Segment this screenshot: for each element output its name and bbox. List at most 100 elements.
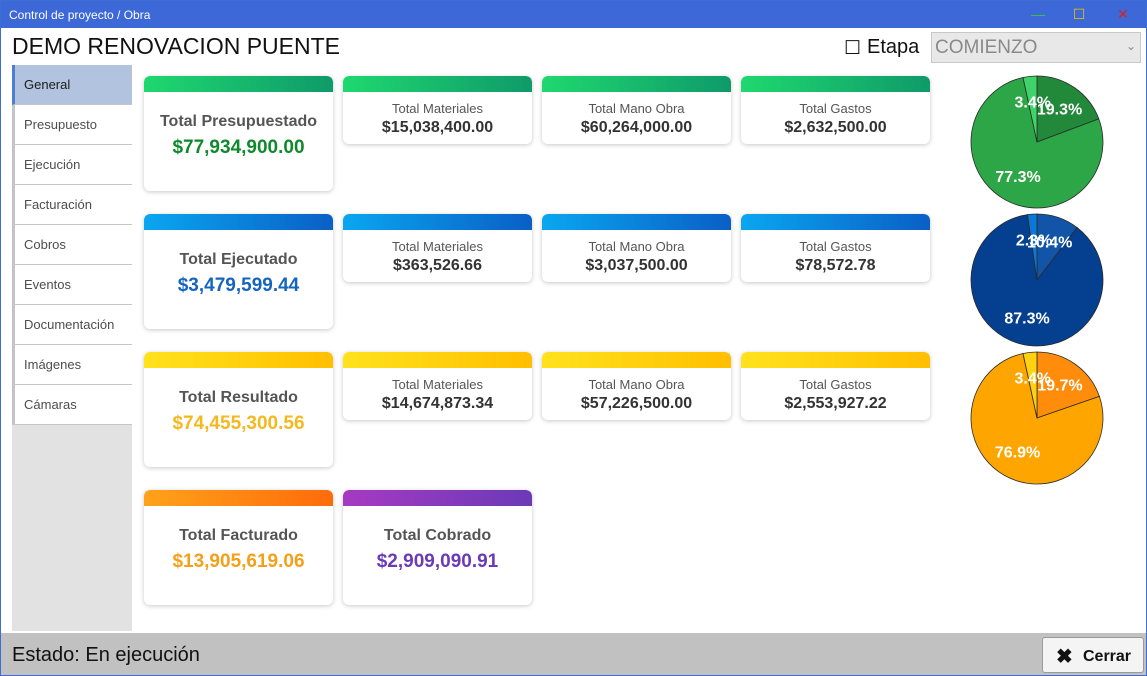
sidebar-item-general[interactable]: General (12, 65, 132, 105)
card-band (741, 214, 930, 230)
card-band (144, 490, 333, 506)
card-value: $15,038,400.00 (381, 119, 494, 136)
card-ejecutado-mano-obra: Total Mano Obra $3,037,500.00 (542, 214, 731, 282)
card-label: Total Presupuestado (159, 113, 318, 130)
card-value: $14,674,873.34 (381, 395, 494, 412)
card-presupuesto-materiales: Total Materiales $15,038,400.00 (343, 76, 532, 144)
pie-slice (1022, 351, 1038, 419)
sidebar-item-documentacion[interactable]: Documentación (12, 305, 132, 345)
card-total-cobrado: Total Cobrado $2,909,090.91 (343, 490, 532, 605)
card-value: $3,479,599.44 (177, 275, 300, 296)
pie-slice-label: 2.3% (1016, 233, 1052, 250)
card-ejecutado-gastos: Total Gastos $78,572.78 (741, 214, 930, 282)
card-band (343, 490, 532, 506)
card-label: Total Mano Obra (588, 101, 685, 116)
card-total-facturado: Total Facturado $13,905,619.06 (144, 490, 333, 605)
card-total-resultado: Total Resultado $74,455,300.56 (144, 352, 333, 467)
sidebar-item-presupuesto[interactable]: Presupuesto (12, 105, 132, 145)
card-band (542, 214, 731, 230)
card-band (741, 352, 930, 368)
status-text: Estado: En ejecución (12, 644, 200, 666)
card-band (741, 76, 930, 92)
card-label: Total Materiales (391, 377, 484, 392)
card-label: Total Materiales (391, 239, 484, 254)
card-label: Total Ejecutado (179, 251, 298, 268)
card-label: Total Gastos (799, 239, 872, 254)
card-value: $57,226,500.00 (580, 395, 693, 412)
title-bar: Control de proyecto / Obra — ☐ ✕ (1, 1, 1146, 28)
project-title: DEMO RENOVACION PUENTE (12, 33, 340, 59)
stage-select[interactable]: COMIENZO ⌄ (931, 32, 1141, 63)
stage-select-value: COMIENZO (935, 37, 1038, 58)
pie-slice-label: 76.9% (995, 445, 1040, 462)
card-label: Total Cobrado (383, 527, 492, 544)
card-band (542, 76, 731, 92)
close-button[interactable]: ✖ Cerrar (1042, 637, 1144, 673)
sidebar-item-ejecucion[interactable]: Ejecución (12, 145, 132, 185)
sidebar-item-facturacion[interactable]: Facturación (12, 185, 132, 225)
card-value: $3,037,500.00 (585, 257, 688, 274)
card-value: $2,632,500.00 (784, 119, 887, 136)
card-presupuesto-mano-obra: Total Mano Obra $60,264,000.00 (542, 76, 731, 144)
card-resultado-materiales: Total Materiales $14,674,873.34 (343, 352, 532, 420)
card-label: Total Gastos (799, 377, 872, 392)
sidebar-item-imagenes[interactable]: Imágenes (12, 345, 132, 385)
pie-slice (970, 214, 1104, 347)
sidebar-item-cobros[interactable]: Cobros (12, 225, 132, 265)
chevron-down-icon: ⌄ (1125, 39, 1136, 53)
pie-slice-label: 87.3% (1004, 310, 1049, 327)
card-value: $60,264,000.00 (580, 119, 693, 136)
sidebar: General Presupuesto Ejecución Facturació… (12, 65, 132, 631)
pie-slice (1022, 75, 1038, 143)
card-value: $74,455,300.56 (172, 413, 305, 434)
card-label: Total Mano Obra (588, 377, 685, 392)
card-label: Total Resultado (179, 389, 298, 406)
minimize-button[interactable]: — (1031, 6, 1045, 22)
window-title: Control de proyecto / Obra (9, 8, 151, 22)
card-band (542, 352, 731, 368)
stage-checkbox[interactable]: ☐ (844, 38, 862, 59)
pie-slice-label: 3.4% (1015, 95, 1051, 112)
card-label: Total Gastos (799, 101, 872, 116)
stage-label: Etapa (867, 36, 920, 58)
card-label: Total Materiales (391, 101, 484, 116)
card-ejecutado-materiales: Total Materiales $363,526.66 (343, 214, 532, 282)
card-resultado-gastos: Total Gastos $2,553,927.22 (741, 352, 930, 420)
close-window-button[interactable]: ✕ (1117, 6, 1129, 22)
sidebar-item-camaras[interactable]: Cámaras (12, 385, 132, 425)
pie-slice (1036, 75, 1100, 143)
pie-slice-label: 77.3% (995, 169, 1040, 186)
pie-slice-label: 10.4% (1027, 234, 1072, 251)
card-band (343, 214, 532, 230)
card-value: $78,572.78 (795, 257, 876, 274)
card-label: Total Facturado (179, 527, 298, 544)
card-value: $2,553,927.22 (784, 395, 887, 412)
card-value: $13,905,619.06 (172, 551, 305, 572)
card-value: $77,934,900.00 (172, 137, 305, 158)
sidebar-item-eventos[interactable]: Eventos (12, 265, 132, 305)
pie-slice (970, 77, 1104, 209)
card-total-ejecutado: Total Ejecutado $3,479,599.44 (144, 214, 333, 329)
card-band (144, 214, 333, 230)
pie-chart-resultado: 19.7% 76.9% 3.4% (970, 351, 1104, 485)
close-button-label: Cerrar (1083, 648, 1132, 665)
card-band (144, 352, 333, 368)
card-value: $363,526.66 (393, 257, 482, 274)
maximize-button[interactable]: ☐ (1072, 6, 1086, 22)
pie-slice-label: 3.4% (1015, 371, 1051, 388)
card-resultado-mano-obra: Total Mano Obra $57,226,500.00 (542, 352, 731, 420)
card-total-presupuestado: Total Presupuestado $77,934,900.00 (144, 76, 333, 191)
pie-slice (1027, 213, 1038, 281)
pie-slice-label: 19.3% (1037, 101, 1082, 118)
card-value: $2,909,090.91 (376, 551, 499, 572)
pie-chart-presupuesto: 19.3% 77.3% 3.4% (970, 75, 1104, 209)
card-band (343, 76, 532, 92)
pie-chart-ejecutado: 10.4% 87.3% 2.3% (970, 213, 1104, 347)
close-icon: ✖ (1056, 646, 1073, 668)
card-band (144, 76, 333, 92)
pie-slice (970, 353, 1104, 485)
status-bar: Estado: En ejecución ✖ Cerrar (1, 633, 1146, 675)
card-label: Total Mano Obra (588, 239, 685, 254)
pie-slice-label: 19.7% (1037, 378, 1082, 395)
